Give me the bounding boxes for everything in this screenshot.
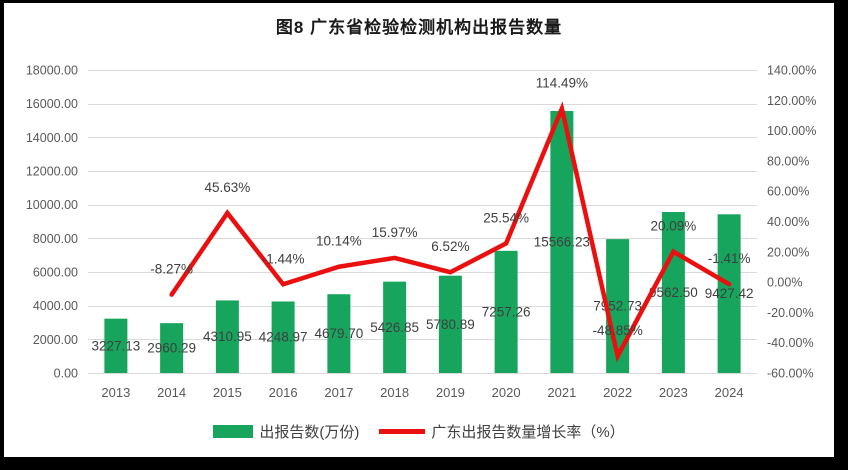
chart-title: 图8 广东省检验检测机构出报告数量: [275, 18, 563, 37]
x-axis-tick-label: 2019: [436, 385, 465, 400]
bar: [550, 110, 574, 374]
line-value-label: 10.14%: [316, 234, 362, 249]
right-axis-tick-label: 60.00%: [767, 185, 809, 199]
bar-value-label: 9562.50: [649, 285, 698, 300]
bar-value-label: 9427.42: [705, 286, 754, 301]
line-value-label: -1.44%: [262, 251, 305, 266]
bar: [661, 212, 685, 373]
line-value-label: -8.27%: [150, 262, 193, 277]
right-axis-tick-label: -60.00%: [767, 367, 814, 381]
x-axis-tick-label: 2023: [659, 385, 688, 400]
bar: [383, 281, 407, 373]
x-axis-tick-label: 2022: [603, 385, 632, 400]
left-axis-tick-label: 16000.00: [26, 97, 78, 111]
x-axis-tick-label: 2016: [269, 385, 298, 400]
x-axis-tick-label: 2013: [101, 385, 130, 400]
left-axis-tick-label: 6000.00: [33, 266, 78, 280]
left-axis-tick-label: 4000.00: [33, 299, 78, 313]
left-axis-tick-label: 18000.00: [26, 64, 78, 78]
bar-value-label: 5780.89: [426, 317, 475, 332]
growth-rate-line: [169, 101, 732, 363]
left-axis-tick-label: 14000.00: [26, 131, 78, 145]
line-value-label: 114.49%: [536, 76, 588, 91]
legend-bar-label: 出报告数(万份): [259, 423, 360, 441]
bar-value-label: 4248.97: [259, 330, 308, 345]
left-axis-tick-label: 10000.00: [26, 198, 78, 212]
right-axis-tick-label: -40.00%: [767, 336, 814, 350]
x-axis-tick-label: 2020: [492, 385, 521, 400]
legend-line-swatch-icon: [379, 428, 426, 434]
x-axis-tick-label: 2018: [380, 385, 409, 400]
legend-bar-swatch-icon: [213, 424, 254, 438]
bar: [215, 300, 239, 373]
right-axis-tick-label: 0.00%: [767, 276, 802, 290]
bar-value-label: 7257.26: [482, 304, 531, 319]
right-axis-tick-label: 140.00%: [767, 64, 816, 78]
x-axis-tick-label: 2017: [324, 385, 353, 400]
x-axis-tick-label: 2014: [157, 385, 186, 400]
left-axis-tick-label: 2000.00: [33, 333, 78, 347]
line-value-label: 20.09%: [650, 219, 696, 234]
bar-value-label: 4310.95: [203, 329, 252, 344]
chart-canvas: [4, 3, 834, 457]
line-value-label: 45.63%: [204, 180, 250, 195]
bar: [160, 323, 184, 373]
bar-value-label: 15566.23: [534, 234, 590, 249]
x-axis-tick-label: 2015: [213, 385, 242, 400]
chart-legend: 出报告数(万份) 广东出报告数量增长率（%）: [4, 421, 834, 441]
left-axis-tick-label: 12000.00: [26, 165, 78, 179]
bar: [271, 301, 295, 373]
left-axis-tick-label: 8000.00: [33, 232, 78, 246]
right-axis-tick-label: 20.00%: [767, 245, 809, 259]
bar-value-label: 2960.29: [147, 341, 196, 356]
right-axis-tick-label: 80.00%: [767, 154, 809, 168]
line-value-label: 25.54%: [483, 210, 529, 225]
line-value-label: 15.97%: [372, 225, 418, 240]
x-axis-tick-label: 2021: [547, 385, 576, 400]
left-axis-tick-label: 0.00: [54, 367, 78, 381]
bar-value-label: 7952.73: [593, 299, 642, 314]
x-axis-tick-label: 2024: [715, 385, 744, 400]
right-axis-tick-label: 100.00%: [767, 124, 816, 138]
bar-value-label: 5426.85: [370, 320, 419, 335]
line-value-label: -48.85%: [592, 323, 642, 338]
bar: [327, 294, 351, 373]
bar: [717, 214, 741, 373]
bar: [104, 318, 128, 373]
bar-value-label: 4679.70: [314, 326, 363, 341]
right-axis-tick-label: 40.00%: [767, 215, 809, 229]
right-axis-tick-label: -20.00%: [767, 306, 814, 320]
bar: [438, 275, 462, 373]
right-axis-tick-label: 120.00%: [767, 94, 816, 108]
bar-value-label: 3227.13: [91, 338, 140, 353]
legend-line-label: 广东出报告数量增长率（%）: [431, 423, 625, 441]
bar: [494, 250, 518, 373]
line-value-label: -1.41%: [708, 251, 751, 266]
line-value-label: 6.52%: [431, 239, 469, 254]
